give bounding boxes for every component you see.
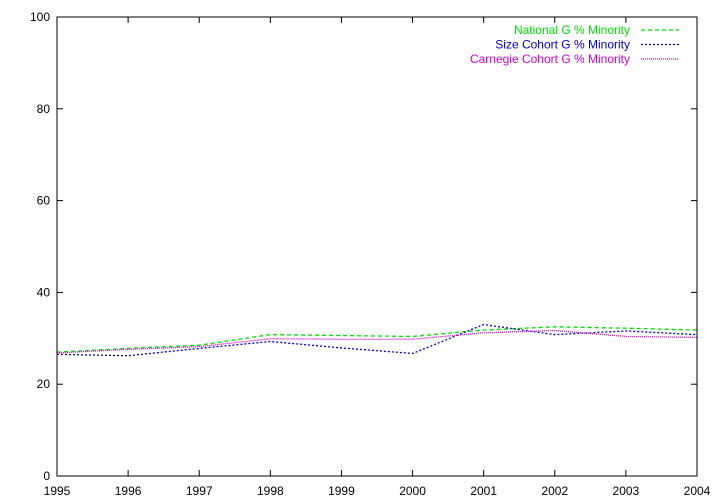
x-tick-label: 2003: [613, 484, 640, 498]
series-line-2: [56, 323, 698, 357]
x-tick-label: 2001: [470, 484, 497, 498]
x-tick-label: 2000: [399, 484, 426, 498]
x-axis: 1995 1996 1997 1998 1999 2000 2001 2002 2003 2004: [44, 17, 711, 498]
x-tick-label: 1996: [115, 484, 142, 498]
series-line-3: [56, 329, 698, 354]
x-tick-label: 1999: [328, 484, 355, 498]
y-axis: 0 20 40 60 80 100: [30, 10, 697, 483]
legend-label-2: Size Cohort G % Minority: [495, 38, 630, 52]
legend-label-1: National G % Minority: [514, 23, 630, 37]
series-line-1: [56, 326, 698, 353]
legend-label-3: Carnegie Cohort G % Minority: [470, 52, 630, 66]
y-tick-label: 80: [37, 102, 51, 116]
x-tick-label: 2004: [684, 484, 711, 498]
y-tick-label: 20: [37, 377, 51, 391]
plot-frame: [56, 16, 698, 477]
y-tick-label: 60: [37, 194, 51, 208]
y-tick-label: 100: [30, 10, 50, 24]
x-tick-label: 2002: [541, 484, 568, 498]
y-tick-label: 40: [37, 285, 51, 299]
x-tick-label: 1997: [186, 484, 213, 498]
plot-lines: [56, 323, 698, 357]
y-tick-label: 0: [43, 469, 50, 483]
x-tick-label: 1995: [44, 484, 71, 498]
x-tick-label: 1998: [257, 484, 284, 498]
